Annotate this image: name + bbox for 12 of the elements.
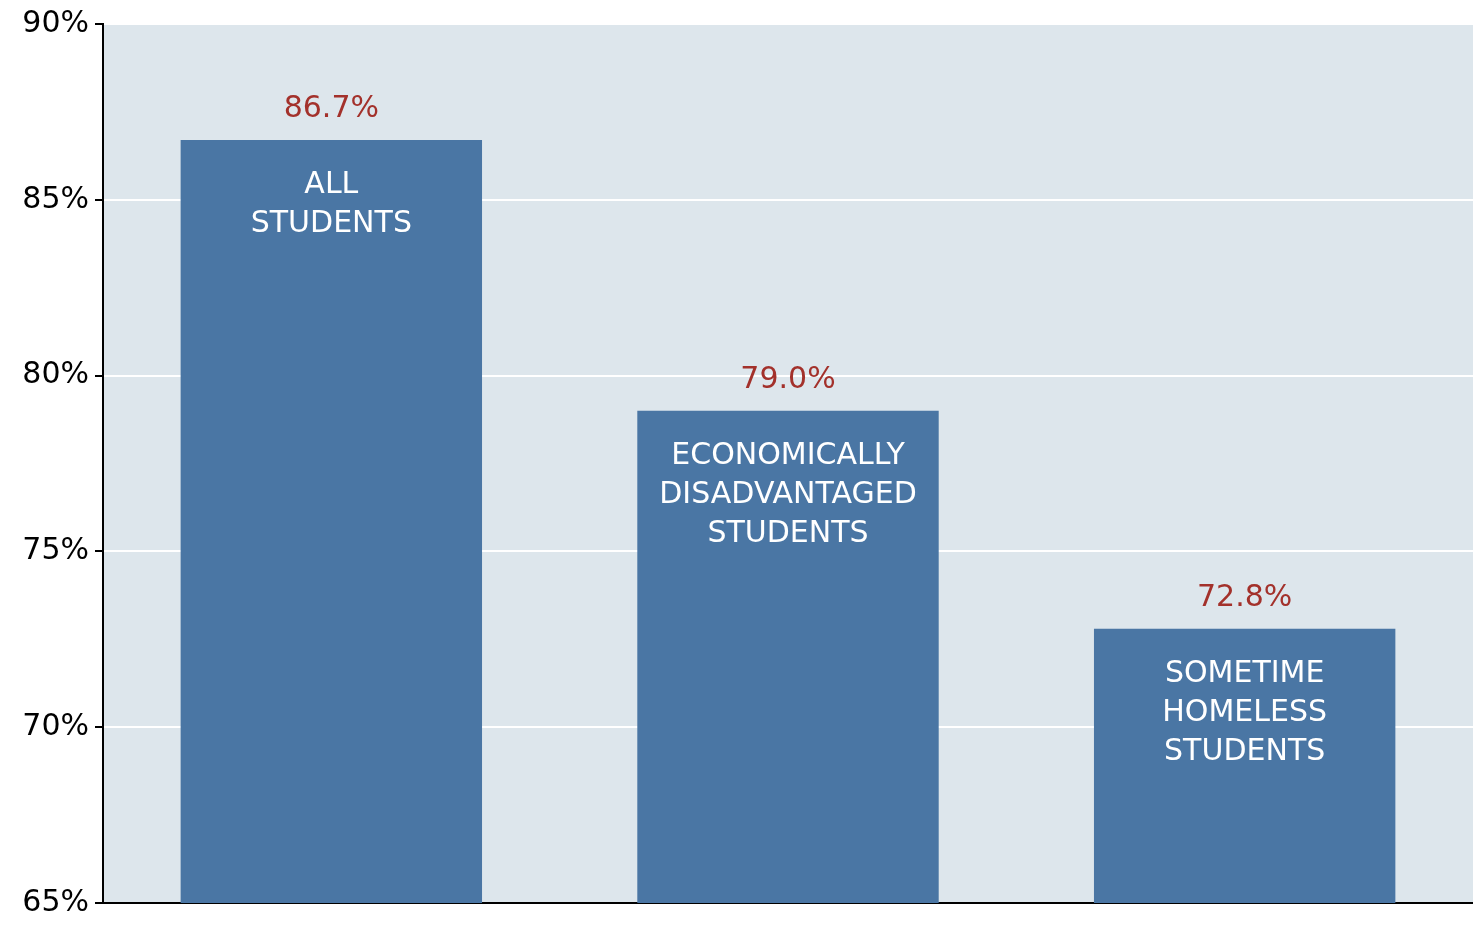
y-tick-label: 90% xyxy=(22,3,89,39)
data-label: 79.0% xyxy=(740,359,836,395)
x-tick-label: SOMETIME HOMELESS STUDENTS xyxy=(1162,653,1328,767)
y-tick-label: 65% xyxy=(22,882,89,918)
data-label: 86.7% xyxy=(283,88,379,124)
y-tick-label: 75% xyxy=(22,531,89,567)
y-tick-label: 80% xyxy=(22,355,89,391)
y-tick-label: 85% xyxy=(22,179,89,215)
y-tick-label: 70% xyxy=(22,707,89,742)
x-tick-label: ALL STUDENTS xyxy=(250,164,412,239)
data-label: 72.8% xyxy=(1197,577,1293,613)
x-tick-label: ECONOMICALLY DISADVANTAGED STUDENTS xyxy=(659,435,917,549)
